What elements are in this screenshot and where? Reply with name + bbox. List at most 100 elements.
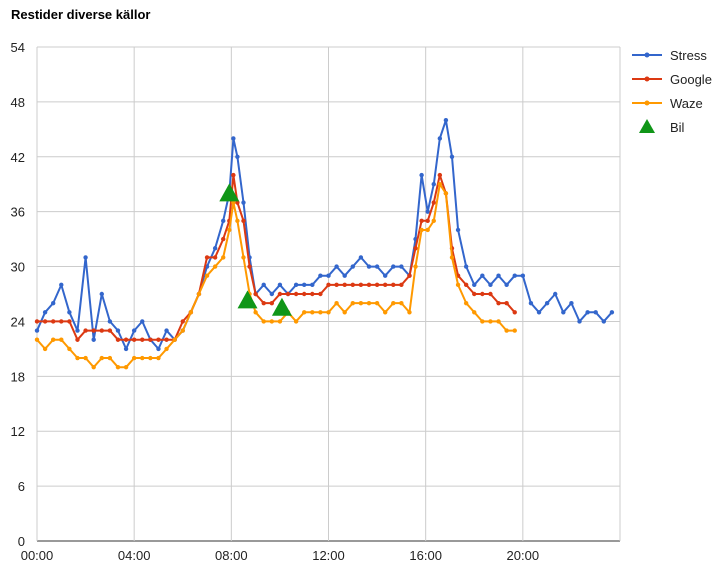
data-point	[302, 310, 307, 315]
data-point	[221, 236, 226, 242]
data-point	[399, 264, 404, 269]
legend-label: Stress	[670, 48, 707, 63]
data-point	[231, 200, 236, 205]
data-point	[504, 282, 509, 288]
data-point	[115, 364, 121, 370]
data-point	[91, 328, 96, 333]
data-point	[247, 264, 252, 269]
data-point	[437, 182, 443, 187]
legend-item[interactable]: Google	[632, 72, 712, 87]
legend-item[interactable]: Stress	[632, 48, 707, 63]
data-point	[399, 300, 404, 306]
data-point	[593, 310, 598, 315]
data-point	[407, 310, 412, 315]
data-point	[350, 264, 355, 269]
data-point	[326, 282, 331, 288]
data-point	[34, 328, 40, 333]
data-point	[99, 291, 104, 297]
data-point	[366, 264, 372, 269]
data-point	[302, 282, 307, 288]
data-point	[472, 310, 477, 315]
data-point	[107, 355, 113, 361]
data-point	[50, 319, 56, 324]
data-point	[443, 117, 449, 123]
data-point	[431, 200, 436, 205]
data-point	[520, 273, 526, 278]
y-tick-label: 24	[11, 314, 25, 329]
y-tick-label: 48	[11, 95, 25, 110]
data-point	[83, 355, 88, 361]
data-point	[431, 182, 436, 187]
data-point	[413, 246, 418, 251]
data-point	[318, 310, 323, 315]
x-tick-label: 20:00	[507, 548, 540, 563]
legend-marker	[644, 52, 650, 58]
data-point	[212, 264, 218, 269]
data-point	[512, 273, 517, 278]
data-point	[358, 300, 364, 306]
data-point	[180, 328, 185, 333]
y-tick-label: 36	[11, 205, 25, 220]
data-point	[91, 364, 96, 370]
x-tick-label: 12:00	[312, 548, 345, 563]
data-point	[334, 264, 339, 269]
data-point	[425, 209, 430, 214]
y-tick-label: 30	[11, 260, 25, 275]
y-tick-label: 12	[11, 424, 25, 439]
data-point	[488, 319, 493, 324]
data-point	[285, 291, 291, 297]
data-point	[512, 310, 517, 315]
data-point	[342, 273, 347, 278]
data-point	[75, 337, 80, 342]
data-point	[261, 300, 266, 306]
data-point	[431, 218, 436, 224]
data-point	[269, 300, 275, 306]
data-point	[261, 319, 266, 324]
data-point	[374, 282, 380, 288]
data-point	[455, 227, 461, 233]
data-point	[123, 346, 129, 352]
data-point	[609, 310, 615, 315]
data-point	[164, 328, 169, 333]
data-point-triangle	[237, 290, 258, 309]
data-point	[391, 282, 396, 288]
data-point	[374, 300, 380, 306]
data-point	[99, 355, 104, 361]
data-point	[601, 319, 607, 324]
data-point	[496, 319, 501, 324]
legend-item[interactable]: Waze	[632, 96, 703, 111]
data-point	[241, 218, 246, 224]
data-point	[59, 282, 64, 288]
x-tick-label: 00:00	[21, 548, 54, 563]
data-point	[391, 300, 396, 306]
data-point	[358, 282, 364, 288]
legend-item[interactable]: Bil	[639, 119, 685, 135]
data-point	[342, 282, 347, 288]
data-point	[310, 310, 315, 315]
data-point	[235, 154, 240, 159]
data-point-triangle	[271, 297, 292, 316]
data-point	[366, 300, 372, 306]
data-point	[50, 300, 56, 306]
data-point	[488, 282, 493, 288]
data-point	[148, 337, 153, 342]
data-point	[67, 346, 72, 352]
data-point	[326, 273, 331, 278]
data-point	[334, 282, 339, 288]
data-point	[561, 310, 566, 315]
data-point	[140, 355, 145, 361]
series-stress	[34, 117, 615, 352]
data-point	[131, 328, 137, 333]
data-point	[342, 310, 347, 315]
data-point	[164, 337, 169, 342]
data-point	[569, 300, 574, 306]
data-point	[75, 355, 80, 361]
data-point	[350, 282, 355, 288]
data-point	[269, 291, 275, 297]
y-tick-label: 42	[11, 150, 25, 165]
data-point	[67, 319, 72, 324]
data-point	[463, 300, 469, 306]
data-point	[350, 300, 355, 306]
data-point	[399, 282, 404, 288]
